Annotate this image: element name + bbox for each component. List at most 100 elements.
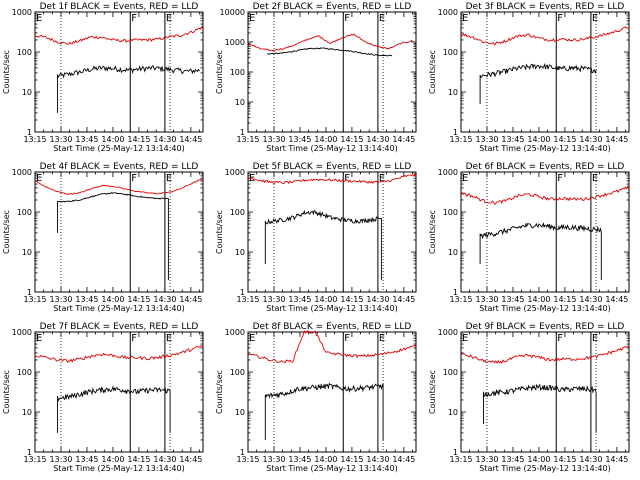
x-tick-label: 14:45 [392, 135, 415, 144]
x-tick-label: 14:00 [527, 455, 550, 464]
y-tick-label: 10 [22, 408, 32, 417]
marker-label: E [166, 13, 172, 24]
y-tick-label: 100 [230, 368, 245, 377]
x-tick-label: 13:45 [501, 455, 524, 464]
y-tick-label: 10 [235, 98, 245, 107]
marker-label: F [131, 173, 137, 184]
x-tick-label: 14:30 [366, 455, 389, 464]
events-series-line [57, 191, 169, 280]
marker-label: E [592, 333, 598, 344]
x-tick-label: 14:45 [605, 295, 628, 304]
y-tick-label: 100 [17, 368, 32, 377]
y-tick-label: 1000 [225, 328, 245, 337]
x-axis-label: Start Time (25-May-12 13:14:40) [53, 304, 184, 313]
x-tick-label: 13:45 [75, 455, 98, 464]
chart-title: Det 9f BLACK = Events, RED = LLD [466, 322, 625, 332]
y-tick-label: 1000 [12, 168, 32, 177]
plot-frame [34, 331, 204, 453]
x-tick-label: 13:15 [449, 295, 472, 304]
x-tick-label: 14:00 [101, 295, 124, 304]
y-tick-label: 10 [448, 88, 458, 97]
x-tick-label: 14:00 [314, 295, 337, 304]
chart-title: Det 2f BLACK = Events, RED = LLD [253, 2, 412, 12]
y-tick-label: 1 [453, 128, 458, 137]
chart-panel-5: Det 5f BLACK = Events, RED = LLD 1 10 100 10… [215, 162, 417, 313]
x-tick-label: 14:45 [392, 455, 415, 464]
marker-label: F [131, 13, 137, 24]
x-tick-label: 13:15 [236, 295, 259, 304]
y-tick-label: 1000 [12, 328, 32, 337]
events-series-line [57, 385, 171, 433]
plot-frame [34, 171, 204, 293]
chart-title: Det 3f BLACK = Events, RED = LLD [466, 2, 625, 12]
chart-title: Det 7f BLACK = Events, RED = LLD [40, 322, 199, 332]
marker-label: E [36, 173, 42, 184]
y-tick-label: 1 [240, 448, 245, 457]
y-axis-label: Counts/sec [428, 370, 437, 414]
x-tick-label: 13:45 [288, 135, 311, 144]
lld-series-line [247, 33, 413, 52]
marker-label: E [379, 173, 385, 184]
chart-panel-6: Det 6f BLACK = Events, RED = LLD 1 10 100 10… [428, 162, 630, 313]
marker-label: E [36, 333, 42, 344]
plot-frame [460, 11, 630, 133]
y-tick-label: 100 [443, 48, 458, 57]
y-tick-label: 10000 [220, 8, 245, 17]
plot-frame [247, 11, 417, 133]
marker-label: E [592, 173, 598, 184]
events-series-line [479, 221, 602, 280]
y-axis-label: Counts/sec [2, 50, 11, 94]
y-tick-label: 1000 [225, 38, 245, 47]
y-axis-label: Counts/sec [428, 50, 437, 94]
y-tick-label: 10 [448, 248, 458, 257]
chart-panel-1: Det 1f BLACK = Events, RED = LLD 1 10 100 10… [2, 2, 204, 153]
x-tick-label: 14:30 [579, 295, 602, 304]
x-axis-label: Start Time (25-May-12 13:14:40) [266, 304, 397, 313]
x-tick-label: 14:00 [101, 135, 124, 144]
x-tick-label: 13:15 [236, 135, 259, 144]
lld-series-line [460, 26, 630, 46]
x-tick-label: 14:15 [340, 135, 363, 144]
x-tick-label: 13:15 [449, 455, 472, 464]
x-tick-label: 14:15 [553, 295, 576, 304]
marker-label: E [462, 13, 468, 24]
x-tick-label: 13:30 [262, 455, 285, 464]
y-tick-label: 100 [230, 208, 245, 217]
marker-label: F [131, 333, 137, 344]
marker-label: F [557, 333, 563, 344]
y-tick-label: 10 [235, 408, 245, 417]
chart-panel-2: Det 2f BLACK = Events, RED = LLD 1 10 100 10… [215, 2, 417, 153]
x-tick-label: 14:45 [179, 455, 202, 464]
x-tick-label: 13:30 [262, 135, 285, 144]
marker-label: F [344, 333, 350, 344]
x-tick-label: 13:45 [288, 295, 311, 304]
lld-series-line [34, 345, 204, 364]
x-tick-label: 14:00 [527, 135, 550, 144]
chart-panel-4: Det 4f BLACK = Events, RED = LLD 1 10 100 10… [2, 162, 204, 313]
x-tick-label: 13:15 [23, 135, 46, 144]
plot-frame [247, 331, 417, 453]
plot-frame [460, 331, 630, 453]
marker-label: E [249, 333, 255, 344]
x-tick-label: 14:15 [127, 295, 150, 304]
x-tick-label: 13:15 [449, 135, 472, 144]
y-tick-label: 10 [235, 248, 245, 257]
x-tick-label: 14:30 [366, 295, 389, 304]
lld-series-line [247, 330, 417, 364]
lld-series-line [34, 177, 204, 195]
x-tick-label: 13:15 [236, 455, 259, 464]
marker-label: F [344, 13, 350, 24]
chart-panel-3: Det 3f BLACK = Events, RED = LLD 1 10 100 10… [428, 2, 630, 153]
marker-label: E [166, 173, 172, 184]
y-tick-label: 1000 [225, 168, 245, 177]
y-tick-label: 1 [453, 288, 458, 297]
y-tick-label: 100 [443, 208, 458, 217]
y-axis-label: Counts/sec [2, 370, 11, 414]
x-tick-label: 13:45 [501, 135, 524, 144]
x-axis-label: Start Time (25-May-12 13:14:40) [479, 144, 610, 153]
x-tick-label: 13:30 [475, 135, 498, 144]
x-tick-label: 14:45 [179, 135, 202, 144]
lld-series-line [247, 173, 417, 185]
x-tick-label: 14:15 [553, 455, 576, 464]
